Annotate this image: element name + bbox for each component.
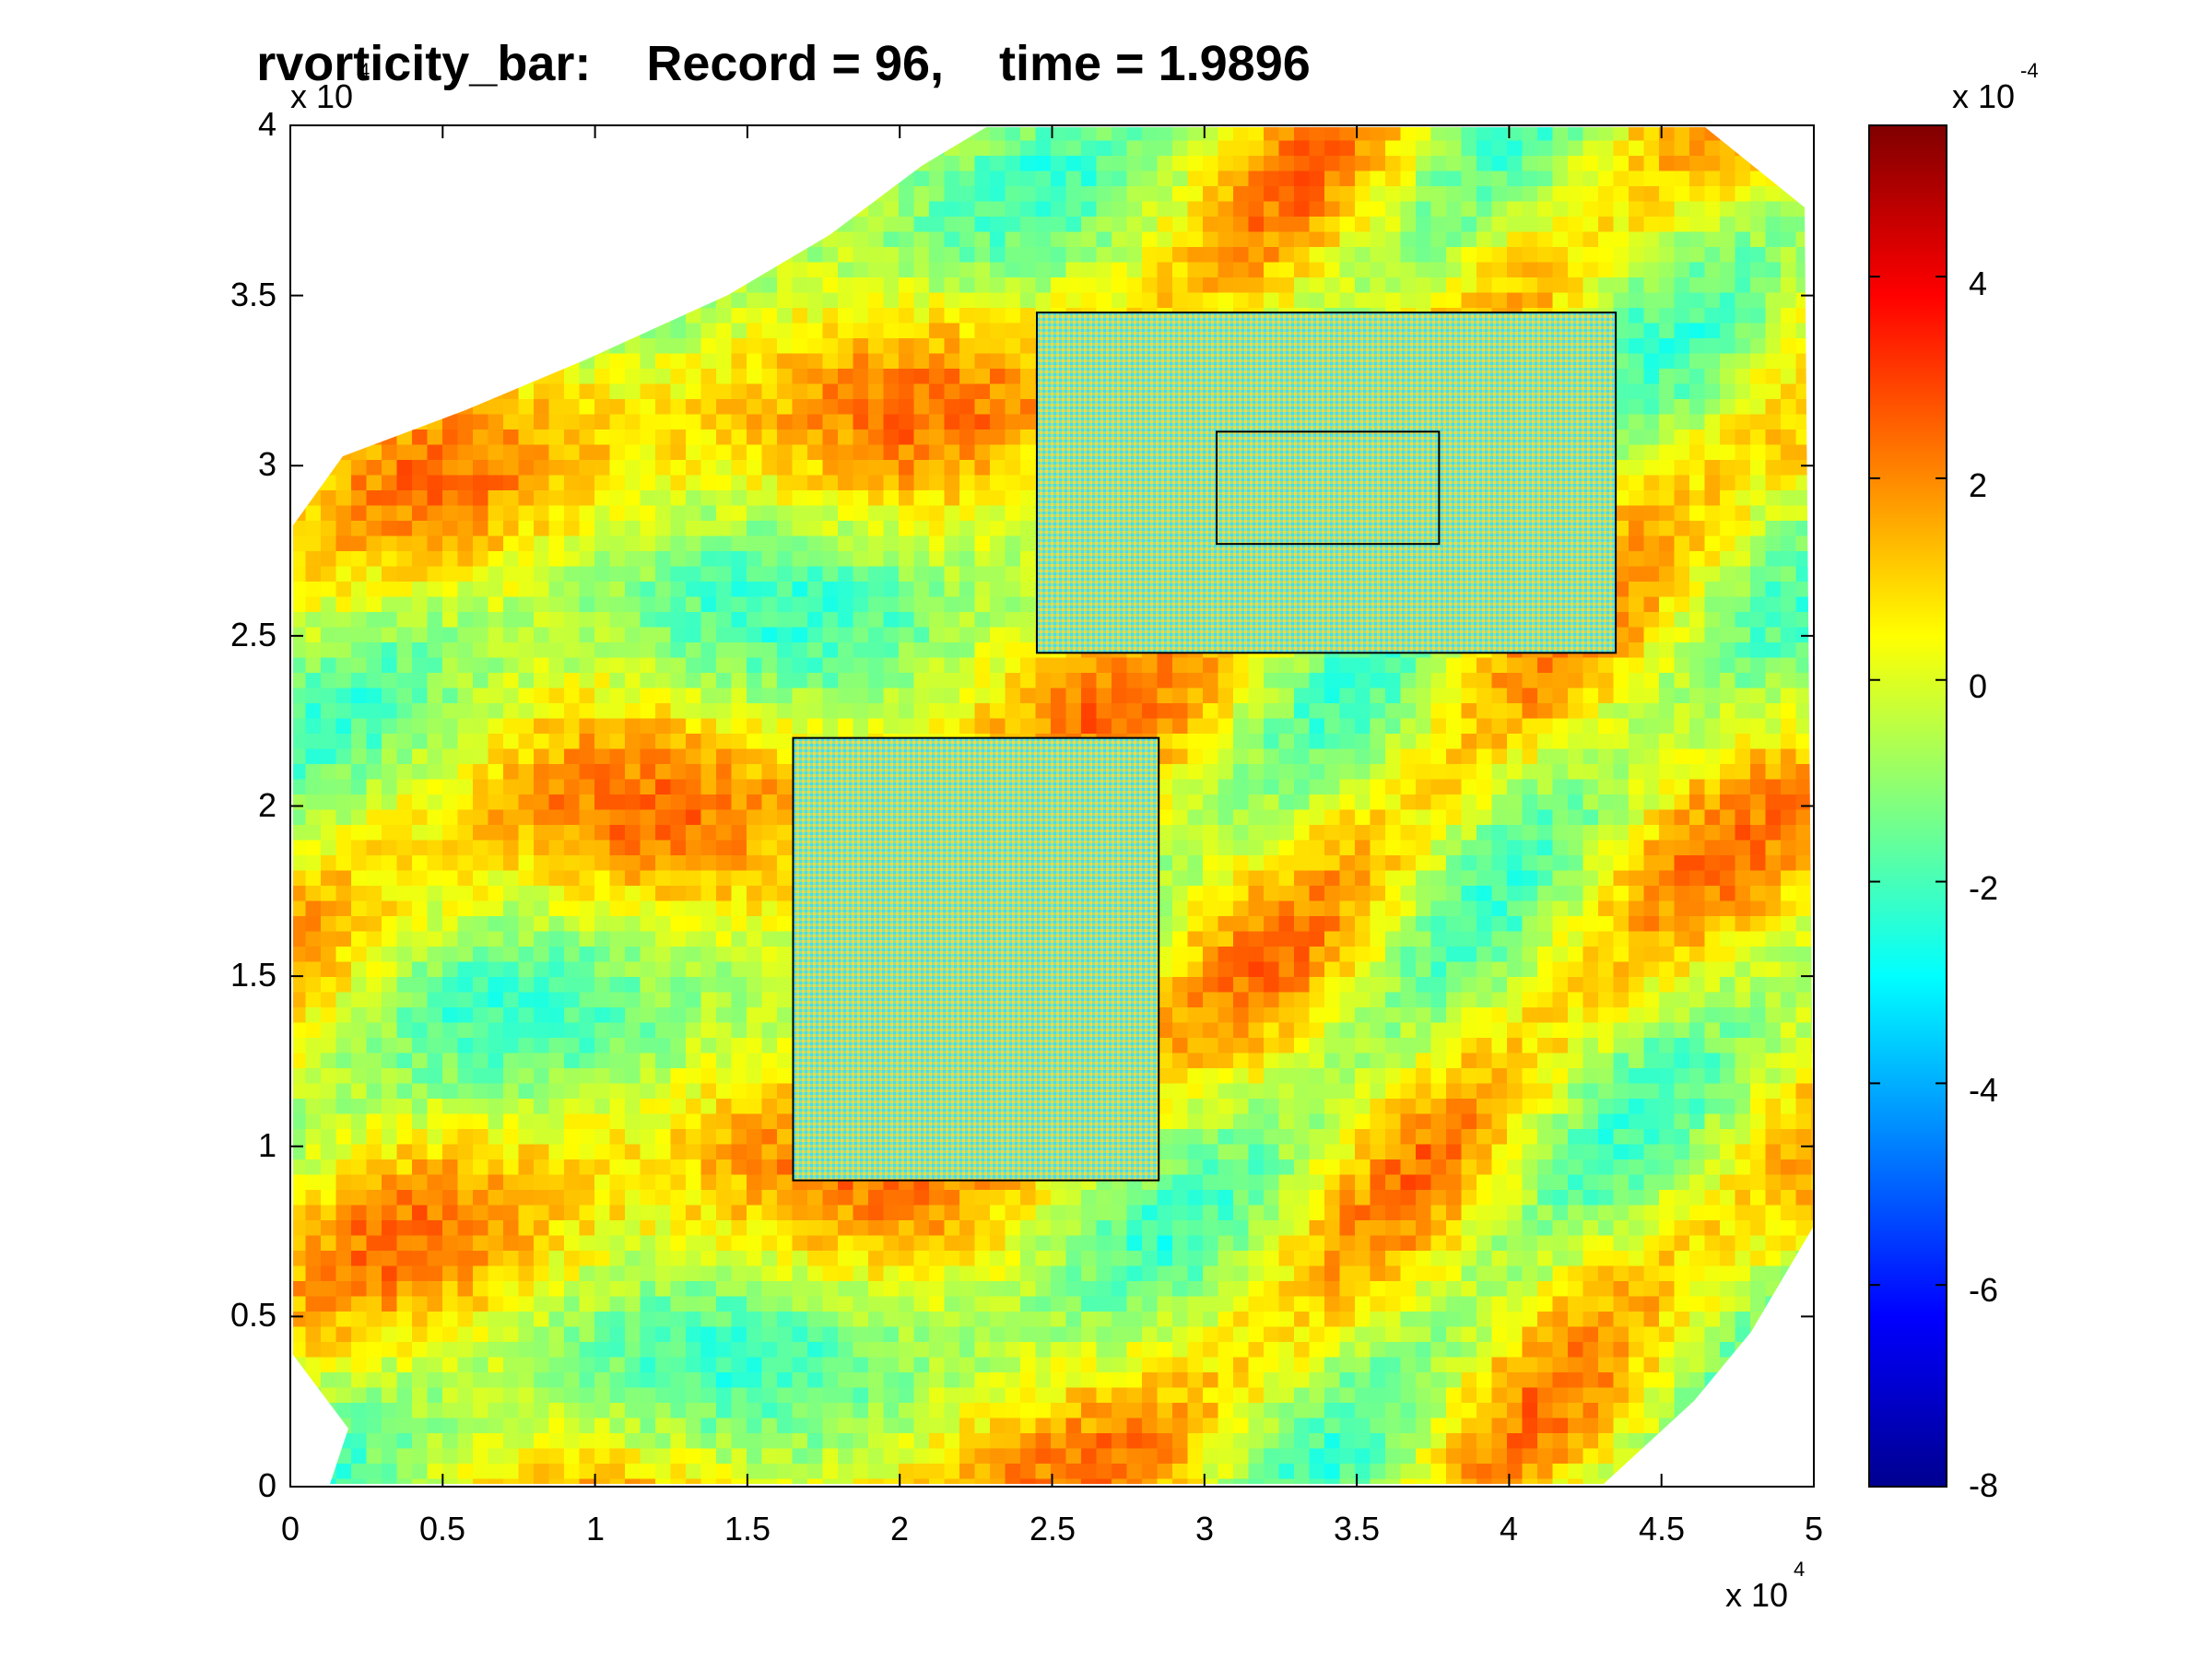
colorbar-tick-marks <box>1869 276 1947 1488</box>
y-tick-label: 1 <box>257 1126 276 1164</box>
y-multiplier-base: x 10 <box>290 77 354 115</box>
x-tick-label: 0 <box>280 1510 300 1547</box>
x-multiplier-base: x 10 <box>1725 1576 1789 1614</box>
x-tick-label: 1.5 <box>724 1510 771 1547</box>
y-tick-label: 4 <box>257 105 276 143</box>
x-tick-label: 0.5 <box>418 1510 466 1547</box>
colorbar-tick-label: -8 <box>1969 1466 1999 1504</box>
colorbar-tick-label: -6 <box>1969 1271 1999 1309</box>
colorbar-tick-label: 4 <box>1969 265 1988 302</box>
colorbar-multiplier: x 10-4 <box>1952 59 2039 116</box>
x-tick-label: 3 <box>1194 1510 1215 1547</box>
chart-title: rvorticity_bar: Record = 96, time = 1.98… <box>256 36 1311 91</box>
y-tick-label: 2 <box>257 786 276 824</box>
colorbar-tick-label: 0 <box>1969 667 1988 705</box>
x-tick-label: 2 <box>889 1510 910 1547</box>
y-multiplier-exponent: 4 <box>359 59 371 82</box>
y-tick-label: 3 <box>257 445 276 483</box>
x-tick-label: 4.5 <box>1638 1510 1686 1547</box>
colorbar-multiplier-base: x 10 <box>1952 77 2016 115</box>
colorbar-tick-label: -2 <box>1969 869 1999 907</box>
nested-grid-box <box>792 736 1160 1182</box>
x-tick-label: 1 <box>585 1510 606 1547</box>
nested-grid-layer <box>792 312 1618 1182</box>
colorbar-multiplier-exponent: -4 <box>2020 59 2039 82</box>
y-tick-label: 2.5 <box>229 616 276 653</box>
colorbar <box>1868 124 1947 1488</box>
colorbar-tick-label: 2 <box>1969 466 1988 504</box>
y-tick-label: 0 <box>257 1466 276 1504</box>
x-axis-multiplier: x 104 <box>1725 1558 1805 1615</box>
x-tick-label: 3.5 <box>1333 1510 1381 1547</box>
y-tick-label: 1.5 <box>229 956 276 994</box>
colorbar-tick-label: -4 <box>1969 1071 1999 1109</box>
y-tick-label: 3.5 <box>229 276 276 313</box>
x-tick-label: 2.5 <box>1029 1510 1077 1547</box>
x-multiplier-exponent: 4 <box>1794 1558 1806 1581</box>
y-tick-label: 0.5 <box>229 1296 276 1334</box>
axis-tick-marks <box>289 124 1815 1488</box>
nested-grid-box <box>1216 430 1441 546</box>
x-tick-label: 4 <box>1499 1510 1519 1547</box>
y-axis-multiplier: x 104 <box>290 59 370 116</box>
x-tick-label: 5 <box>1804 1510 1824 1547</box>
